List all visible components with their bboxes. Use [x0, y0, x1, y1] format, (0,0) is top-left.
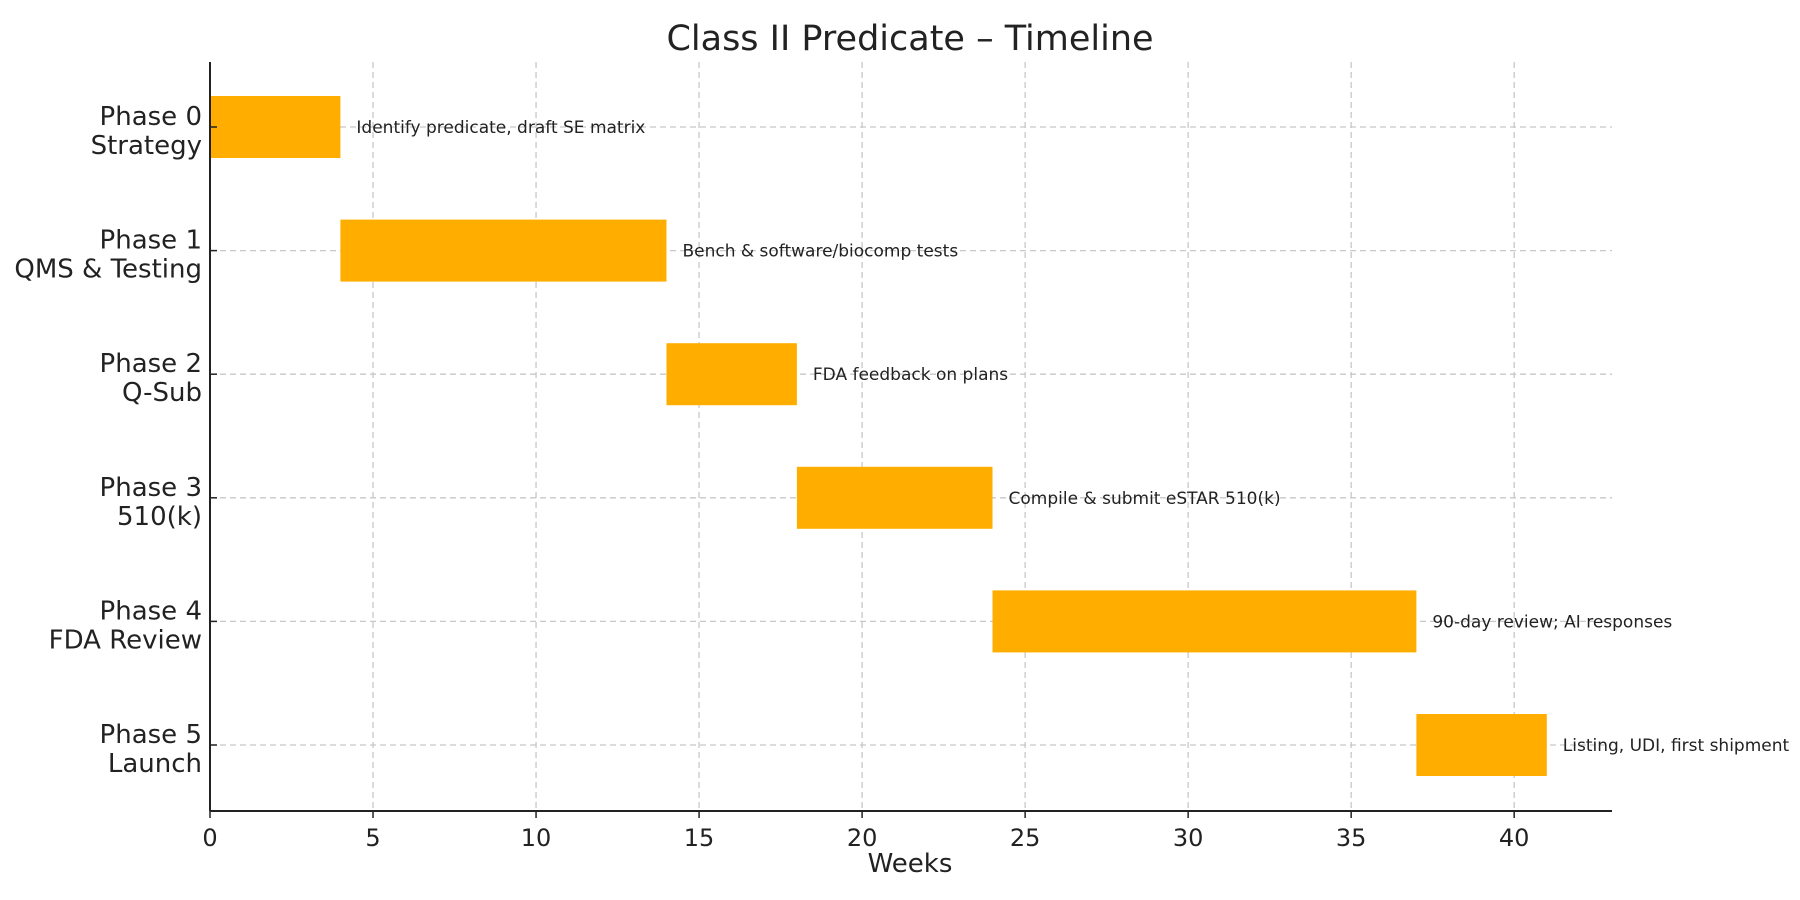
grid-layer: [209, 62, 1612, 811]
phase-label-line1-5: Phase 5: [100, 720, 202, 750]
task-bar-0: [210, 96, 341, 158]
phase-label-line1-4: Phase 4: [100, 596, 202, 626]
task-annotation-3: Compile & submit eSTAR 510(k): [1009, 489, 1281, 509]
x-tick-label-5: 5: [365, 824, 380, 852]
axis-layer: [209, 62, 1612, 818]
x-tick-label-10: 10: [521, 824, 552, 852]
phase-label-line2-4: FDA Review: [49, 625, 202, 655]
x-tick-label-20: 20: [847, 824, 878, 852]
task-bar-5: [1416, 714, 1547, 776]
x-axis-label: Weeks: [868, 849, 953, 879]
label-layer: Identify predicate, draft SE matrix Phase…: [14, 102, 1789, 852]
task-annotation-4: 90-day review; AI responses: [1432, 612, 1672, 632]
phase-label-line2-2: Q-Sub: [122, 378, 202, 408]
task-bar-4: [992, 590, 1417, 653]
chart-title: Class II Predicate – Timeline: [666, 19, 1153, 59]
task-bar-1: [340, 219, 667, 282]
phase-label-line2-5: Launch: [108, 749, 202, 779]
task-annotation-0: Identify predicate, draft SE matrix: [356, 118, 645, 138]
phase-label-line2-1: QMS & Testing: [14, 255, 202, 285]
bar-layer: [210, 96, 1547, 776]
task-annotation-5: Listing, UDI, first shipment: [1563, 736, 1790, 756]
task-annotation-2: FDA feedback on plans: [813, 365, 1008, 385]
x-tick-label-15: 15: [684, 824, 715, 852]
phase-label-line1-3: Phase 3: [100, 473, 202, 503]
phase-label-line1-0: Phase 0: [100, 102, 202, 132]
x-tick-label-30: 30: [1173, 824, 1204, 852]
phase-label-line2-0: Strategy: [91, 131, 202, 161]
x-tick-label-25: 25: [1010, 824, 1041, 852]
x-tick-label-40: 40: [1499, 824, 1530, 852]
x-tick-label-35: 35: [1336, 824, 1367, 852]
phase-label-line1-2: Phase 2: [100, 349, 202, 379]
task-bar-3: [796, 466, 993, 529]
phase-label-line1-1: Phase 1: [100, 226, 202, 256]
task-annotation-1: Bench & software/biocomp tests: [682, 242, 958, 262]
task-bar-2: [666, 343, 797, 406]
phase-label-line2-3: 510(k): [117, 502, 202, 532]
x-tick-label-0: 0: [202, 824, 217, 852]
